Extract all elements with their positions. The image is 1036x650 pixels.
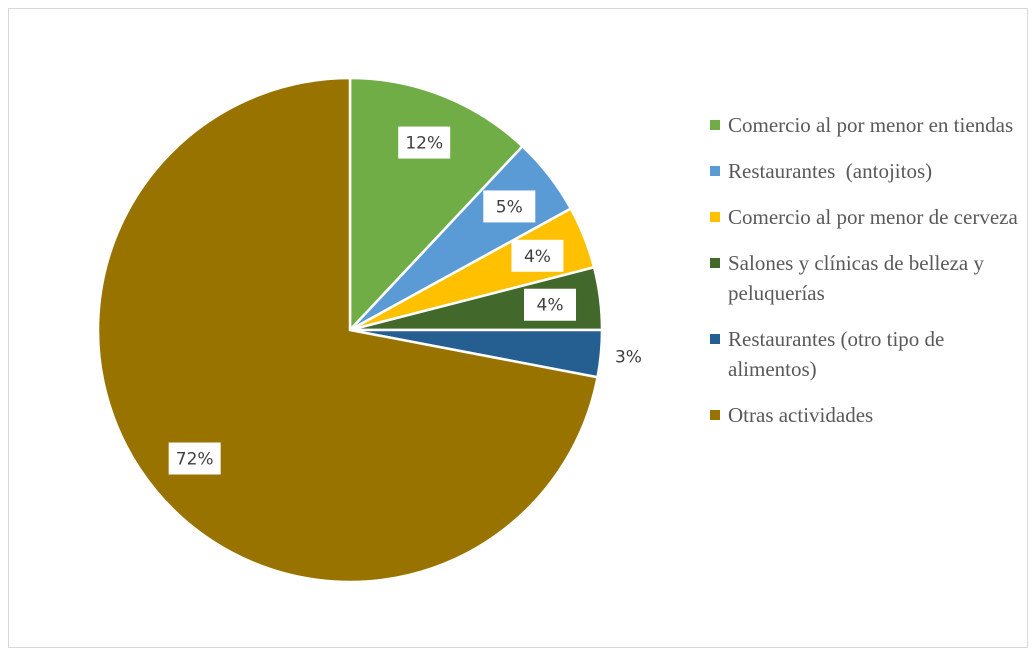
legend-swatch — [710, 120, 720, 130]
legend-swatch — [710, 212, 720, 222]
legend-label: Restaurantes (antojitos) — [728, 159, 933, 183]
data-label-box — [524, 288, 577, 321]
data-label: 4% — [524, 288, 577, 321]
data-label-text: 3% — [615, 347, 642, 367]
legend-swatch — [710, 334, 720, 344]
legend: Comercio al por menor en tiendas Restaura… — [708, 110, 1028, 446]
data-label-text: 4% — [524, 247, 551, 267]
legend-label: Comercio al por menor de cerveza — [728, 205, 1018, 229]
data-label: 4% — [511, 239, 564, 272]
legend-label: Restaurantes (otro tipo de alimentos) — [728, 327, 950, 381]
legend-label: Otras actividades — [728, 403, 874, 427]
data-label: 5% — [483, 190, 536, 223]
data-label: 72% — [168, 442, 221, 475]
legend-label: Salones y clínicas de belleza y peluquer… — [728, 251, 990, 305]
legend-item: Comercio al por menor en tiendas — [708, 110, 1028, 140]
data-label: 12% — [398, 126, 451, 159]
data-label-box — [168, 442, 221, 475]
data-label-box — [511, 239, 564, 272]
data-label-box — [483, 190, 536, 223]
legend-item: Restaurantes (otro tipo de alimentos) — [708, 324, 1028, 384]
data-label-box — [398, 126, 451, 159]
pie-slice — [348, 76, 525, 334]
legend-swatch — [710, 410, 720, 420]
data-label-text: 5% — [496, 197, 523, 217]
legend-item: Restaurantes (antojitos) — [708, 156, 1028, 186]
data-label-text: 72% — [176, 450, 214, 470]
data-label: 3% — [615, 347, 642, 367]
chart-frame — [8, 8, 1028, 648]
data-label-text: 4% — [537, 296, 564, 316]
legend-swatch — [710, 166, 720, 176]
legend-swatch — [710, 258, 720, 268]
pie-slice — [96, 76, 600, 584]
legend-label: Comercio al por menor en tiendas — [728, 113, 1014, 137]
legend-item: Comercio al por menor de cerveza — [708, 202, 1028, 232]
data-label-text: 12% — [405, 134, 443, 154]
legend-item: Salones y clínicas de belleza y peluquer… — [708, 248, 1028, 308]
legend-item: Otras actividades — [708, 400, 1028, 430]
